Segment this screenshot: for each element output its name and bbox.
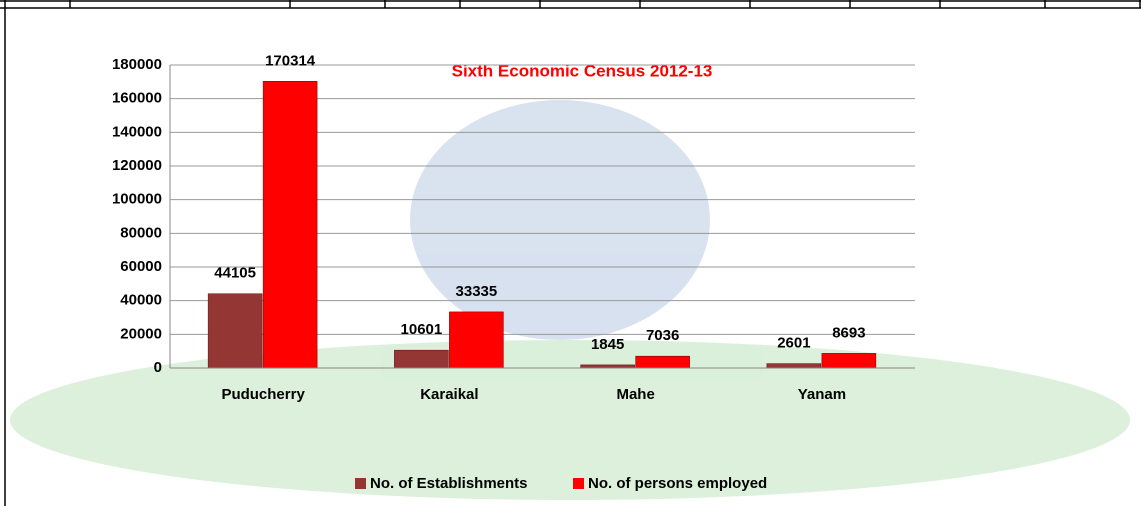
bar xyxy=(208,294,262,368)
y-tick-label: 60000 xyxy=(120,258,162,275)
chart-title: Sixth Economic Census 2012-13 xyxy=(452,61,713,80)
legend-label: No. of persons employed xyxy=(588,475,767,492)
legend-swatch xyxy=(355,478,366,489)
bar xyxy=(394,350,448,368)
bar xyxy=(636,356,690,368)
value-label: 8693 xyxy=(832,324,865,341)
value-label: 170314 xyxy=(265,52,316,69)
x-tick-label: Mahe xyxy=(616,386,654,403)
bar xyxy=(449,312,503,368)
x-tick-label: Puducherry xyxy=(221,386,305,403)
y-tick-label: 100000 xyxy=(112,191,162,208)
watermark xyxy=(10,100,1130,500)
y-tick-label: 140000 xyxy=(112,123,162,140)
value-label: 1845 xyxy=(591,336,624,353)
value-label: 10601 xyxy=(401,321,443,338)
value-label: 2601 xyxy=(777,335,810,352)
y-tick-label: 40000 xyxy=(120,292,162,309)
value-label: 33335 xyxy=(456,283,498,300)
screenshot: Sixth Economic Census 2012-13 0 20000 4000… xyxy=(0,0,1141,506)
y-tick-label: 120000 xyxy=(112,157,162,174)
x-tick-label: Yanam xyxy=(798,386,846,403)
y-tick-label: 160000 xyxy=(112,90,162,107)
bar xyxy=(263,81,317,368)
x-tick-label: Karaikal xyxy=(420,386,478,403)
legend-swatch xyxy=(573,478,584,489)
y-tick-label: 180000 xyxy=(112,56,162,73)
bar xyxy=(822,353,876,368)
bar xyxy=(767,364,821,368)
y-tick-label: 20000 xyxy=(120,325,162,342)
legend-label: No. of Establishments xyxy=(370,475,528,492)
y-tick-label: 80000 xyxy=(120,224,162,241)
value-label: 7036 xyxy=(646,327,679,344)
y-tick-label: 0 xyxy=(154,359,162,376)
value-label: 44105 xyxy=(214,265,256,282)
